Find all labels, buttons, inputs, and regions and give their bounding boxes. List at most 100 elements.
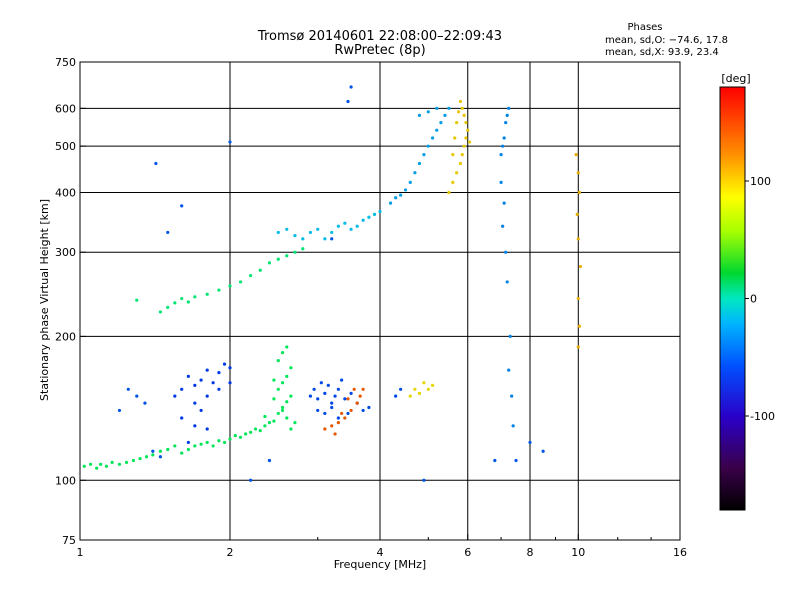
data-point (349, 391, 353, 395)
data-point (455, 171, 459, 175)
data-point (403, 188, 408, 192)
data-point (507, 106, 511, 110)
data-point (367, 215, 371, 219)
data-point (316, 227, 320, 231)
data-point (577, 190, 581, 195)
data-point (319, 381, 323, 385)
data-point (417, 161, 422, 166)
data-point (340, 378, 344, 382)
data-point (576, 345, 580, 349)
data-point (323, 391, 327, 395)
data-point (422, 381, 426, 385)
x-tick-label: 4 (377, 546, 384, 559)
data-point (467, 140, 472, 144)
data-point (399, 387, 403, 391)
data-point (173, 394, 177, 398)
data-point (138, 457, 142, 461)
data-point (336, 416, 340, 420)
data-point (186, 440, 190, 445)
data-point (144, 455, 149, 459)
plot-area: 1 2 4 6 8 10 16 75 100 200 300 400 500 600 750 (55, 56, 687, 559)
data-point (110, 460, 114, 464)
data-point (464, 121, 468, 125)
data-point (507, 368, 511, 372)
data-point (502, 136, 506, 140)
data-point (330, 424, 334, 428)
colorbar-gradient (719, 86, 746, 511)
data-point (430, 136, 435, 140)
data-point (422, 153, 426, 157)
data-point (285, 416, 289, 420)
data-point (217, 439, 221, 443)
data-point (576, 237, 580, 241)
data-point (186, 300, 190, 304)
data-point (193, 444, 197, 448)
data-point (301, 237, 305, 241)
data-point (355, 401, 359, 405)
data-point (504, 250, 508, 254)
data-point (276, 230, 280, 235)
data-point (211, 381, 215, 385)
data-point (199, 442, 203, 446)
data-point (217, 387, 221, 391)
data-point (456, 110, 461, 114)
data-point (502, 201, 506, 205)
data-point (577, 324, 581, 328)
data-point (228, 140, 232, 144)
colorbar-tick-label: -100 (750, 410, 775, 423)
data-point (293, 250, 297, 254)
data-point (462, 113, 466, 117)
data-point (511, 424, 515, 428)
data-point (323, 411, 327, 416)
data-point (426, 110, 430, 114)
data-point (372, 212, 377, 216)
data-point (528, 440, 532, 445)
data-point (501, 224, 505, 228)
data-point (289, 427, 293, 431)
legend-heading: Phases (627, 22, 662, 33)
data-point (205, 440, 209, 445)
data-point (280, 405, 285, 410)
data-point (158, 455, 163, 459)
data-point (352, 387, 356, 391)
data-point (435, 128, 439, 132)
data-point (211, 444, 215, 448)
data-point (346, 99, 350, 104)
data-point (447, 106, 451, 110)
data-point (158, 310, 163, 314)
data-point (453, 136, 457, 140)
data-point (217, 288, 221, 292)
data-point (330, 230, 334, 235)
data-point (267, 261, 272, 265)
data-point (451, 153, 455, 157)
data-point (95, 466, 99, 470)
data-point (361, 387, 365, 391)
data-point (336, 224, 340, 228)
data-point (413, 171, 417, 175)
colorbar-tick-label: 100 (750, 175, 771, 188)
data-point (333, 394, 337, 398)
data-point (394, 196, 398, 200)
data-point (135, 298, 139, 302)
data-point (205, 292, 209, 296)
data-point (238, 280, 243, 284)
data-point (199, 378, 203, 382)
data-point (330, 237, 334, 241)
data-point (244, 432, 248, 436)
data-point (340, 411, 344, 416)
data-point (193, 401, 197, 405)
data-point (430, 383, 435, 387)
y-tick-label: 500 (55, 140, 76, 153)
data-point (316, 397, 320, 401)
y-tick-label: 300 (55, 246, 76, 259)
data-point (228, 437, 232, 441)
data-point (308, 230, 313, 235)
data-point (399, 193, 403, 197)
data-point (276, 387, 280, 391)
data-point (343, 416, 347, 420)
data-point (413, 387, 417, 391)
data-point (82, 464, 86, 468)
data-point (228, 366, 232, 370)
data-point (249, 430, 253, 434)
data-point (238, 435, 243, 439)
